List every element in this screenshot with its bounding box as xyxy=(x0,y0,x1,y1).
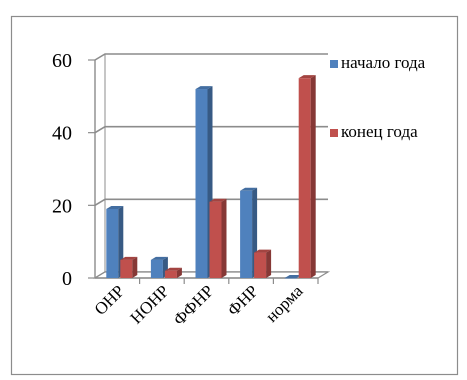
bar-top xyxy=(150,256,168,260)
bar xyxy=(164,267,182,278)
bar xyxy=(284,275,302,279)
bar-front xyxy=(120,259,133,278)
bar-top xyxy=(254,249,272,253)
bar xyxy=(120,256,138,278)
bar xyxy=(209,198,227,278)
bar-front xyxy=(254,252,267,278)
bar xyxy=(298,75,316,279)
bar-front xyxy=(298,78,311,279)
legend-label: начало года xyxy=(341,53,426,72)
bar-front xyxy=(195,89,208,278)
bar xyxy=(106,205,124,278)
bar-front xyxy=(164,270,177,278)
legend-swatch xyxy=(330,60,338,68)
bar-top xyxy=(240,187,258,191)
bar-side xyxy=(266,249,272,278)
y-tick-label: 0 xyxy=(62,268,72,290)
bar-side xyxy=(176,267,182,278)
bar-top xyxy=(284,275,302,278)
bar-top xyxy=(298,75,316,79)
y-tick-label: 20 xyxy=(52,195,72,217)
bar-top xyxy=(106,205,124,209)
y-tick-label: 40 xyxy=(52,123,72,145)
bar-front xyxy=(150,259,163,278)
bar-front xyxy=(284,278,297,279)
bar-side xyxy=(132,256,138,278)
bar xyxy=(254,249,272,278)
bar-front xyxy=(209,201,222,278)
y-tick-label: 60 xyxy=(52,50,72,72)
bar-top xyxy=(164,267,182,271)
legend: начало года конец года xyxy=(330,53,426,141)
bar-side xyxy=(221,198,227,278)
bar-side xyxy=(310,75,316,279)
bar-front xyxy=(106,208,119,278)
bars xyxy=(106,75,316,279)
bar-front xyxy=(240,190,253,278)
bar-top xyxy=(209,198,227,202)
bar-top xyxy=(120,256,138,260)
legend-label: конец года xyxy=(341,122,418,141)
legend-swatch xyxy=(330,129,338,137)
y-tick-labels: 0 20 40 60 xyxy=(52,50,72,290)
bar-top xyxy=(195,86,213,90)
